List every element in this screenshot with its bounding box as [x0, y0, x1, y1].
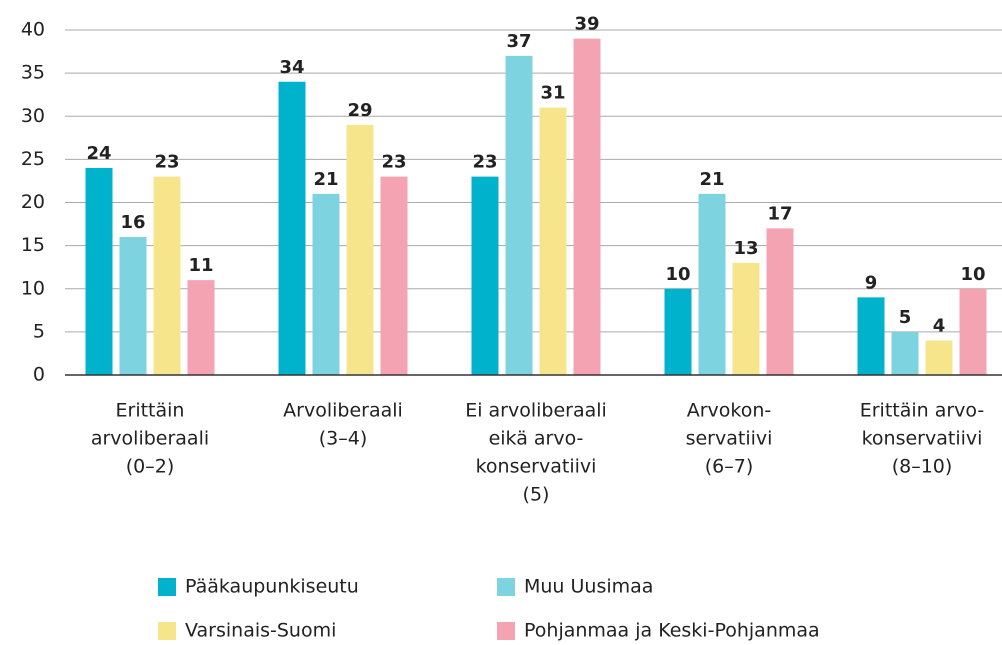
x-tick-label: (6–7)	[705, 456, 754, 478]
x-tick-label: Arvokon-	[687, 400, 772, 422]
data-label: 10	[960, 264, 985, 285]
data-label: 23	[381, 152, 406, 173]
x-tick-label: Ei arvoliberaali	[465, 400, 607, 422]
legend-swatch	[158, 578, 176, 596]
x-tick-label: (0–2)	[126, 456, 175, 478]
x-tick-label: Arvoliberaali	[283, 400, 403, 422]
bar	[925, 340, 953, 375]
bar	[346, 124, 374, 375]
y-tick-label: 40	[21, 19, 45, 41]
x-tick-label: eikä arvo-	[489, 428, 584, 450]
y-tick-label: 10	[21, 277, 45, 299]
bar	[278, 81, 306, 375]
data-label: 13	[733, 238, 758, 259]
bar	[153, 176, 181, 375]
legend-swatch	[497, 622, 515, 640]
bar	[119, 237, 147, 375]
data-label: 10	[665, 264, 690, 285]
y-tick-label: 25	[21, 148, 45, 170]
legend-swatch	[497, 578, 515, 596]
data-label: 24	[86, 143, 111, 164]
bar	[505, 55, 533, 375]
legend-label: Varsinais-Suomi	[185, 620, 336, 642]
bar	[732, 262, 760, 375]
data-label: 16	[120, 212, 145, 233]
data-label: 23	[472, 152, 497, 173]
bar	[85, 168, 113, 375]
legend-label: Pääkaupunkiseutu	[185, 576, 359, 598]
bar	[539, 107, 567, 375]
data-label: 23	[154, 152, 179, 173]
legend-swatch	[158, 622, 176, 640]
data-label: 31	[540, 83, 565, 104]
bar	[187, 280, 215, 375]
bar	[766, 228, 794, 375]
x-tick-label: konservatiivi	[476, 456, 597, 478]
data-label: 21	[699, 169, 724, 190]
bar	[857, 297, 885, 375]
data-label: 11	[188, 255, 213, 276]
bar	[959, 288, 987, 375]
y-tick-label: 20	[21, 191, 45, 213]
data-label: 21	[313, 169, 338, 190]
x-tick-label: servatiivi	[686, 428, 773, 450]
data-label: 9	[865, 272, 878, 293]
x-tick-label: konservatiivi	[862, 428, 983, 450]
data-label: 34	[279, 57, 304, 78]
bar	[471, 176, 499, 375]
bar	[891, 331, 919, 375]
data-label: 29	[347, 100, 372, 121]
legend-label: Pohjanmaa ja Keski-Pohjanmaa	[524, 620, 820, 642]
y-tick-label: 35	[21, 62, 45, 84]
y-tick-label: 30	[21, 105, 45, 127]
bar	[664, 288, 692, 375]
x-tick-label: (8–10)	[892, 456, 953, 478]
y-tick-label: 0	[33, 364, 45, 386]
y-tick-label: 5	[33, 320, 45, 342]
bar	[698, 193, 726, 375]
data-label: 39	[574, 14, 599, 35]
legend-label: Muu Uusimaa	[524, 576, 653, 598]
data-label: 17	[767, 203, 792, 224]
data-label: 5	[899, 307, 912, 328]
x-tick-label: (3–4)	[319, 428, 368, 450]
x-tick-label: (5)	[523, 484, 550, 506]
x-tick-label: arvoliberaali	[91, 428, 209, 450]
y-tick-label: 15	[21, 234, 45, 256]
x-tick-label: Erittäin	[116, 400, 185, 422]
data-label: 37	[506, 31, 531, 52]
bar	[380, 176, 408, 375]
data-label: 4	[933, 316, 946, 337]
bar	[312, 193, 340, 375]
bar	[573, 38, 601, 375]
x-tick-label: Erittäin arvo-	[860, 400, 985, 422]
